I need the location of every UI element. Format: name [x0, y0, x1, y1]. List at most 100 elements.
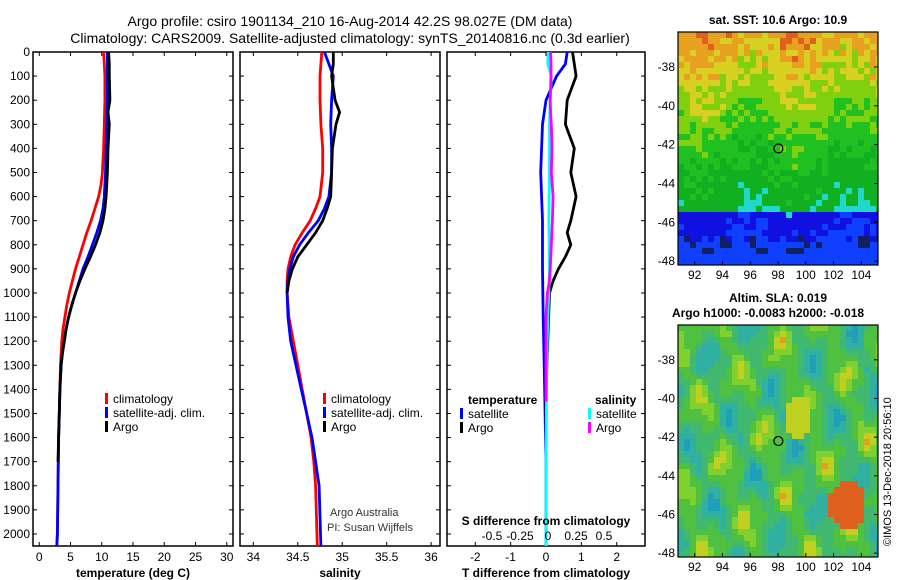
x-tick-label: 15: [126, 550, 140, 564]
x-axis-label: T difference from climatology: [462, 566, 630, 580]
map-y-tick-label: -44: [658, 469, 676, 483]
series-line-salinity-argo: [544, 51, 555, 402]
map-x-tick-label: 102: [824, 268, 844, 282]
map-x-tick-label: 94: [716, 560, 730, 574]
legend-label: Argo: [113, 420, 139, 434]
secondary-x-tick-label: 0: [545, 529, 552, 543]
legend-label: climatology: [113, 392, 173, 406]
y-tick-label: 300: [10, 117, 30, 131]
y-tick-label: 1100: [4, 310, 30, 324]
map-y-tick-label: -48: [658, 546, 676, 560]
series-line-temperature-argo: [544, 51, 578, 426]
map-x-tick-label: 96: [744, 560, 758, 574]
plot-frame: [32, 51, 234, 547]
map-x-tick-label: 92: [688, 268, 702, 282]
legend-swatch: [323, 421, 326, 432]
x-tick-label: 30: [220, 550, 234, 564]
y-tick-label: 1200: [3, 334, 30, 348]
y-tick-label: 100: [10, 69, 30, 83]
x-tick-label: 5: [67, 550, 74, 564]
series-line-argo: [285, 52, 342, 294]
y-tick-label: 1700: [3, 455, 30, 469]
credit-line1: Argo Australia: [330, 507, 399, 519]
argo-position-marker: [773, 143, 784, 154]
map-x-tick-label: 94: [716, 268, 730, 282]
map-x-tick-label: 104: [851, 268, 871, 282]
map-subtitle: Argo h1000: -0.0083 h2000: -0.018: [672, 306, 864, 320]
x-tick-label: 25: [189, 550, 203, 564]
map-y-tick-label: -40: [658, 99, 676, 113]
legend-swatch: [323, 393, 326, 404]
legend-label: Argo: [468, 421, 494, 435]
map-y-tick-label: -44: [658, 176, 676, 190]
map-title: sat. SST: 10.6 Argo: 10.9: [709, 13, 848, 27]
title-line1: Argo profile: csiro 1901134_210 16-Aug-2…: [128, 13, 573, 29]
map-y-tick-label: -48: [658, 254, 676, 268]
y-tick-label: 0: [23, 45, 30, 59]
y-tick-label: 1400: [3, 382, 30, 396]
map-field: [678, 325, 879, 558]
x-tick-label: 2: [613, 550, 620, 564]
legend-swatch: [105, 393, 108, 404]
salinity-panel: 34 34.5 35 35.5 36 salinity climatologysatelli…: [239, 51, 441, 580]
map-field: [678, 32, 879, 266]
legend-heading-temperature: temperature: [468, 393, 538, 407]
legend-label: satellite-adj. clim.: [113, 406, 205, 420]
map-y-tick-label: -38: [658, 60, 676, 74]
x-tick-label: 1: [578, 550, 585, 564]
secondary-x-tick-label: -0.25: [506, 529, 534, 543]
map-title: Altim. SLA: 0.019: [729, 291, 827, 305]
title-line2: Climatology: CARS2009. Satellite-adjuste…: [70, 30, 630, 46]
x-tick-label: 20: [158, 550, 172, 564]
x-tick-label: -2: [470, 550, 481, 564]
y-tick-label: 200: [10, 93, 30, 107]
legend-swatch: [588, 408, 591, 419]
temperature-panel: 0100200300400500600700800900100011001200…: [3, 45, 234, 580]
credit-line2: PI: Susan Wijffels: [327, 522, 413, 534]
map-y-tick-label: -42: [658, 138, 676, 152]
secondary-x-tick-label: 0.25: [564, 529, 588, 543]
map-y-tick-label: -42: [658, 430, 676, 444]
plot-frame: [239, 51, 441, 547]
legend-label: satellite: [468, 407, 509, 421]
secondary-x-axis-label: S difference from climatology: [462, 514, 631, 528]
y-tick-label: 400: [10, 141, 30, 155]
x-tick-label: 36: [424, 550, 438, 564]
y-tick-label: 700: [10, 214, 30, 228]
x-tick-label: 35: [336, 550, 350, 564]
legend-swatch: [588, 422, 591, 433]
map-y-tick-label: -40: [658, 391, 676, 405]
map-y-tick-label: -46: [658, 215, 676, 229]
series-line-argo: [56, 51, 112, 462]
sst-map-panel: 92 94 96 98 100 102 104 -38 -40 -42 -44 -46 -48 sat. …: [658, 13, 879, 282]
y-tick-label: 1600: [3, 431, 30, 445]
y-tick-label: 900: [10, 262, 30, 276]
legend-label: climatology: [331, 392, 391, 406]
y-tick-label: 800: [10, 238, 30, 252]
y-tick-label: 1900: [3, 503, 30, 517]
map-x-tick-label: 92: [688, 560, 702, 574]
map-x-tick-label: 96: [744, 268, 758, 282]
x-tick-label: 34: [247, 550, 261, 564]
secondary-x-tick-label: 0.5: [596, 529, 613, 543]
legend-label: Argo: [331, 420, 357, 434]
legend-swatch: [460, 422, 463, 433]
legend-swatch: [105, 407, 108, 418]
x-tick-label: 0: [36, 550, 43, 564]
argo-position-marker: [773, 435, 784, 447]
x-tick-label: 34.5: [286, 550, 310, 564]
y-tick-label: 1800: [3, 479, 30, 493]
x-axis-label: salinity: [319, 566, 361, 580]
difference-panel: -2 -1 0 1 2 T difference from climatology temp…: [446, 51, 646, 580]
legend-label: satellite-adj. clim.: [331, 406, 423, 420]
y-tick-label: 500: [10, 165, 30, 179]
secondary-x-tick-label: -0.5: [482, 529, 503, 543]
map-x-tick-label: 98: [771, 560, 785, 574]
x-axis-label: temperature (deg C): [76, 566, 190, 580]
y-tick-label: 1300: [3, 358, 30, 372]
map-y-tick-label: -38: [658, 353, 676, 367]
legend-label: Argo: [596, 421, 622, 435]
legend-swatch: [323, 407, 326, 418]
legend-label: satellite: [596, 407, 637, 421]
